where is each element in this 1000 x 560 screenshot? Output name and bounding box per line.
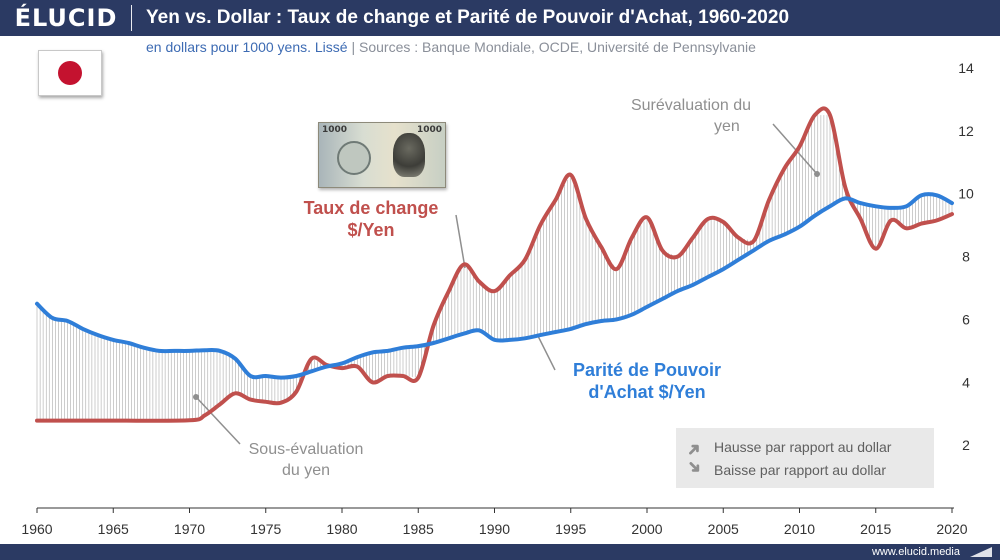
- banknote-denomination-right: 1000: [416, 125, 442, 135]
- x-tick-label: 2000: [631, 521, 662, 537]
- x-tick-label: 1985: [403, 521, 434, 537]
- legend-down-row: ➜ Baisse par rapport au dollar: [683, 455, 886, 481]
- chart-axes: 1960 1965 1970 1975 1980 1985 1990 1995 2000 2005…: [21, 60, 974, 537]
- legend-box: ➜ Hausse par rapport au dollar ➜ Baisse pa…: [676, 428, 934, 488]
- y-tick-label: 10: [958, 186, 974, 202]
- x-tick-label: 1975: [250, 521, 281, 537]
- subtitle-separator: |: [351, 39, 356, 55]
- exchange-rate-line: [35, 106, 954, 423]
- y-tick-label: 14: [958, 60, 974, 76]
- yen-banknote-image: 1000 1000: [318, 122, 446, 188]
- footer-bar: www.elucid.media: [0, 544, 1000, 560]
- x-tick-label: 1980: [326, 521, 357, 537]
- x-tick-label: 1965: [98, 521, 129, 537]
- undervaluation-line-2: du yen: [281, 462, 331, 479]
- arrow-down-right-icon: ➜: [682, 455, 707, 479]
- flag-red-disc: [58, 61, 82, 85]
- legend-up-label: Hausse par rapport au dollar: [714, 439, 892, 455]
- subtitle-unit: en dollars pour 1000 yens. Lissé: [146, 39, 348, 55]
- chart-series: [35, 106, 954, 423]
- subtitle-sources: Sources : Banque Mondiale, OCDE, Univers…: [359, 39, 756, 55]
- x-tick-label: 2015: [860, 521, 891, 537]
- x-tick-label: 2020: [936, 521, 967, 537]
- overvaluation-leader: [772, 123, 818, 175]
- y-tick-label: 12: [958, 123, 974, 139]
- elucid-logo[interactable]: ÉLUCID: [14, 4, 118, 32]
- header-bar: ÉLUCID Yen vs. Dollar : Taux de change e…: [0, 0, 1000, 36]
- banknote-seal: [337, 141, 371, 175]
- chart-title: Yen vs. Dollar : Taux de change et Parit…: [146, 7, 790, 28]
- y-tick-label: 2: [962, 437, 970, 453]
- x-tick-label: 1990: [479, 521, 510, 537]
- ppp-label-line-2: d'Achat $/Yen: [588, 382, 706, 402]
- banknote-denomination-left: 1000: [322, 125, 348, 135]
- ppp-label-line-1: Parité de Pouvoir: [572, 360, 722, 380]
- y-tick-label: 8: [962, 249, 970, 265]
- y-tick-label: 4: [962, 374, 970, 390]
- series-label-exchange-rate: Taux de change $/Yen: [296, 197, 446, 241]
- footer-url[interactable]: www.elucid.media: [871, 546, 960, 558]
- annotation-undervaluation: Sous-évaluation du yen: [236, 439, 376, 481]
- banknote-portrait: [393, 133, 425, 177]
- ppp-label-leader: [537, 335, 556, 371]
- overvaluation-dot: [814, 171, 820, 177]
- ppp-line: [35, 192, 954, 380]
- chart-subtitle: en dollars pour 1000 yens. Lissé | Sourc…: [146, 38, 756, 56]
- x-tick-label: 2005: [708, 521, 739, 537]
- annotation-overvaluation: Surévaluation du yen: [616, 95, 766, 137]
- series-label-ppp: Parité de Pouvoir d'Achat $/Yen: [552, 359, 742, 403]
- y-tick-label: 6: [962, 311, 970, 327]
- japan-flag-icon: [38, 50, 102, 96]
- x-tick-label: 2010: [784, 521, 815, 537]
- exchange-label-line-1: Taux de change: [303, 198, 439, 218]
- legend-up-row: ➜ Hausse par rapport au dollar: [682, 436, 892, 462]
- undervaluation-line-1: Sous-évaluation: [248, 441, 364, 458]
- x-tick-label: 1970: [174, 521, 205, 537]
- x-tick-label: 1995: [555, 521, 586, 537]
- exchange-label-line-2: $/Yen: [347, 220, 395, 240]
- gap-hatching: [36, 115, 953, 421]
- overvaluation-line-1: Surévaluation du: [630, 97, 752, 114]
- legend-down-label: Baisse par rapport au dollar: [714, 462, 886, 478]
- header-divider: [131, 5, 132, 31]
- x-tick-label: 1960: [21, 521, 52, 537]
- undervaluation-leader: [195, 396, 241, 445]
- undervaluation-dot: [193, 394, 199, 400]
- footer-logo-mark: [970, 547, 992, 557]
- overvaluation-line-2: yen: [714, 118, 740, 135]
- exchange-label-leader: [455, 214, 466, 269]
- annotation-leaders: [193, 123, 820, 445]
